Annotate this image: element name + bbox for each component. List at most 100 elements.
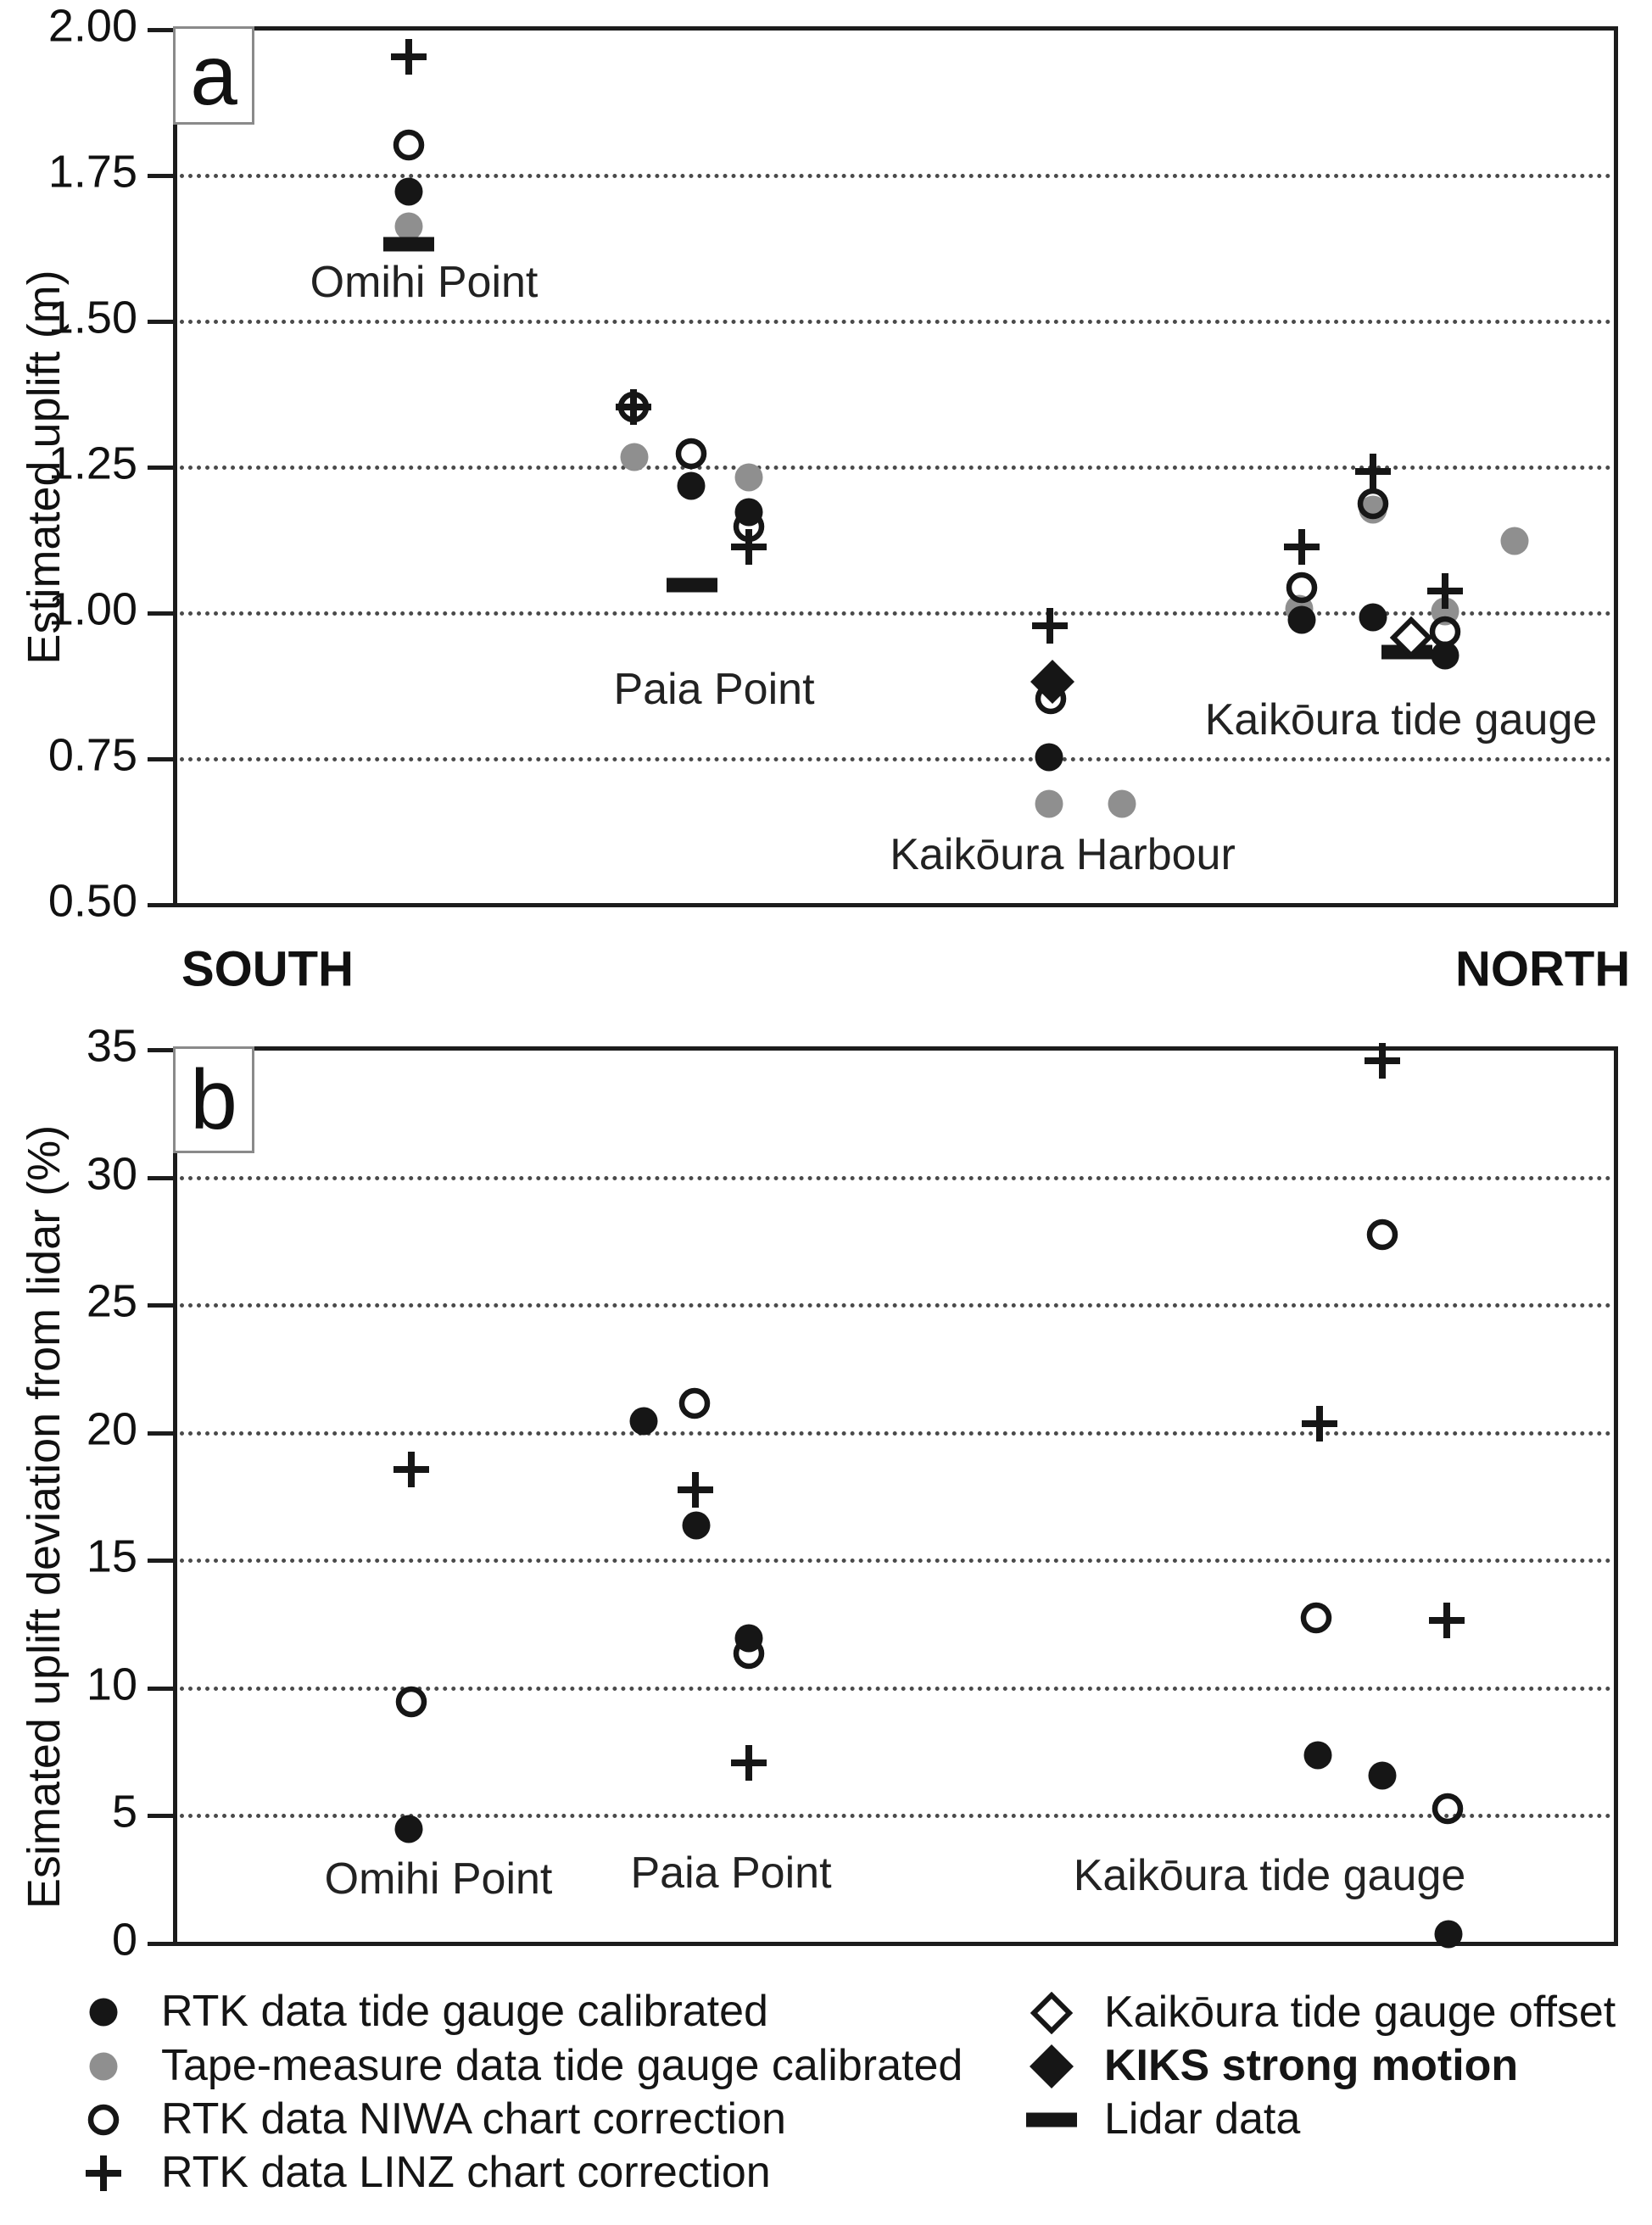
marker-tape	[1500, 527, 1529, 555]
marker-linz	[728, 527, 769, 567]
y-tick-mark	[148, 1048, 173, 1052]
marker-lidar	[383, 237, 434, 252]
y-tick-mark	[148, 1559, 173, 1564]
marker-rtk	[682, 1511, 711, 1540]
marker-offset	[1389, 616, 1433, 660]
marker-tape	[734, 463, 763, 492]
marker-rtk	[1359, 603, 1387, 632]
legend-label: Tape-measure data tide gauge calibrated	[161, 2040, 963, 2090]
marker-niwa	[1432, 1793, 1464, 1825]
marker-linz	[1299, 1403, 1340, 1444]
y-tick-label: 1.50	[47, 292, 137, 343]
marker-rtk	[734, 1624, 763, 1653]
site-label: Paia Point	[613, 665, 815, 714]
gridline-1.50	[180, 320, 1611, 324]
y-tick-label: 25	[86, 1275, 137, 1327]
site-label: Kaikōura tide gauge	[1204, 695, 1598, 744]
y-tick-mark	[148, 1814, 173, 1819]
legend-offset-icon	[1030, 1991, 1074, 2035]
marker-linz	[1030, 605, 1070, 646]
y-tick-mark	[148, 28, 173, 32]
legend-linz-icon	[83, 2153, 124, 2194]
legend-label: KIKS strong motion	[1104, 2040, 1519, 2090]
legend-label: Lidar data	[1104, 2094, 1301, 2144]
gridline-10	[180, 1686, 1611, 1691]
marker-linz	[1281, 527, 1322, 567]
marker-niwa	[678, 1387, 711, 1419]
marker-rtk	[394, 1815, 423, 1843]
site-label: Omihi Point	[324, 1854, 553, 1904]
marker-linz	[1362, 1040, 1403, 1081]
panel-a-plot-area	[173, 26, 1618, 907]
y-tick-label: 10	[86, 1659, 137, 1710]
marker-rtk	[1434, 1920, 1463, 1949]
marker-niwa	[393, 129, 425, 161]
y-tick-mark	[148, 903, 173, 907]
site-label: Kaikōura Harbour	[890, 830, 1236, 879]
y-tick-label: 1.75	[47, 146, 137, 198]
site-label: Kaikōura tide gauge	[1073, 1851, 1466, 1900]
y-tick-mark	[148, 1175, 173, 1180]
y-tick-mark	[148, 757, 173, 761]
y-tick-mark	[148, 611, 173, 616]
site-label: Paia Point	[630, 1849, 832, 1898]
y-tick-label: 1.00	[47, 583, 137, 635]
marker-rtk	[734, 498, 763, 527]
marker-rtk	[1303, 1741, 1332, 1770]
marker-linz	[728, 1743, 769, 1783]
marker-tape	[620, 443, 649, 471]
y-tick-mark	[148, 1430, 173, 1436]
gridline-1.75	[180, 174, 1611, 178]
gridline-5	[180, 1814, 1611, 1819]
gridline-1.25	[180, 466, 1611, 470]
marker-rtk	[1287, 605, 1316, 634]
marker-rtk	[394, 177, 423, 206]
legend-kiks-icon	[1028, 2043, 1075, 2090]
panel-b-y-axis-title: Esimated uplift deviation from lidar (%)	[19, 1124, 70, 1910]
y-tick-label: 5	[111, 1786, 137, 1837]
marker-rtk	[677, 471, 706, 500]
legend-label: RTK data tide gauge calibrated	[161, 1986, 768, 2036]
marker-rtk	[1368, 1761, 1397, 1790]
site-label: Omihi Point	[310, 258, 539, 307]
y-tick-label: 20	[86, 1403, 137, 1455]
marker-linz	[1426, 1600, 1467, 1641]
y-tick-mark	[148, 1303, 173, 1308]
marker-kiks	[1029, 658, 1076, 705]
legend-niwa-icon	[87, 2104, 120, 2136]
marker-linz	[391, 1449, 432, 1490]
marker-tape	[394, 212, 423, 241]
panel-a-label-box: a	[173, 26, 254, 125]
marker-linz	[613, 387, 654, 427]
marker-tape	[1035, 789, 1063, 818]
y-tick-label: 1.25	[47, 438, 137, 489]
marker-niwa	[395, 1686, 427, 1718]
y-tick-mark	[148, 1686, 173, 1691]
gridline-0.75	[180, 757, 1611, 761]
gridline-25	[180, 1303, 1611, 1308]
panel-a-y-axis-title: Estimated uplift (m)	[19, 270, 70, 665]
gridline-15	[180, 1559, 1611, 1564]
y-tick-mark	[148, 174, 173, 178]
marker-niwa	[1286, 572, 1318, 604]
south-label: SOUTH	[181, 941, 354, 997]
legend-tape-icon	[89, 2052, 118, 2081]
y-tick-label: 15	[86, 1531, 137, 1582]
y-tick-label: 0.75	[47, 729, 137, 781]
legend-rtk-icon	[89, 1998, 118, 2027]
marker-niwa	[675, 438, 707, 470]
y-tick-label: 35	[86, 1020, 137, 1072]
y-tick-label: 0.50	[47, 875, 137, 927]
marker-tape	[1108, 789, 1136, 818]
y-tick-mark	[148, 1942, 173, 1946]
marker-niwa	[1366, 1218, 1398, 1251]
marker-rtk	[1431, 641, 1459, 670]
marker-lidar	[667, 577, 717, 593]
gridline-20	[180, 1430, 1611, 1436]
y-tick-label: 2.00	[47, 0, 137, 52]
legend-label: RTK data NIWA chart correction	[161, 2094, 786, 2144]
y-tick-label: 0	[111, 1914, 137, 1966]
marker-linz	[1425, 571, 1465, 611]
marker-rtk	[1035, 743, 1063, 772]
